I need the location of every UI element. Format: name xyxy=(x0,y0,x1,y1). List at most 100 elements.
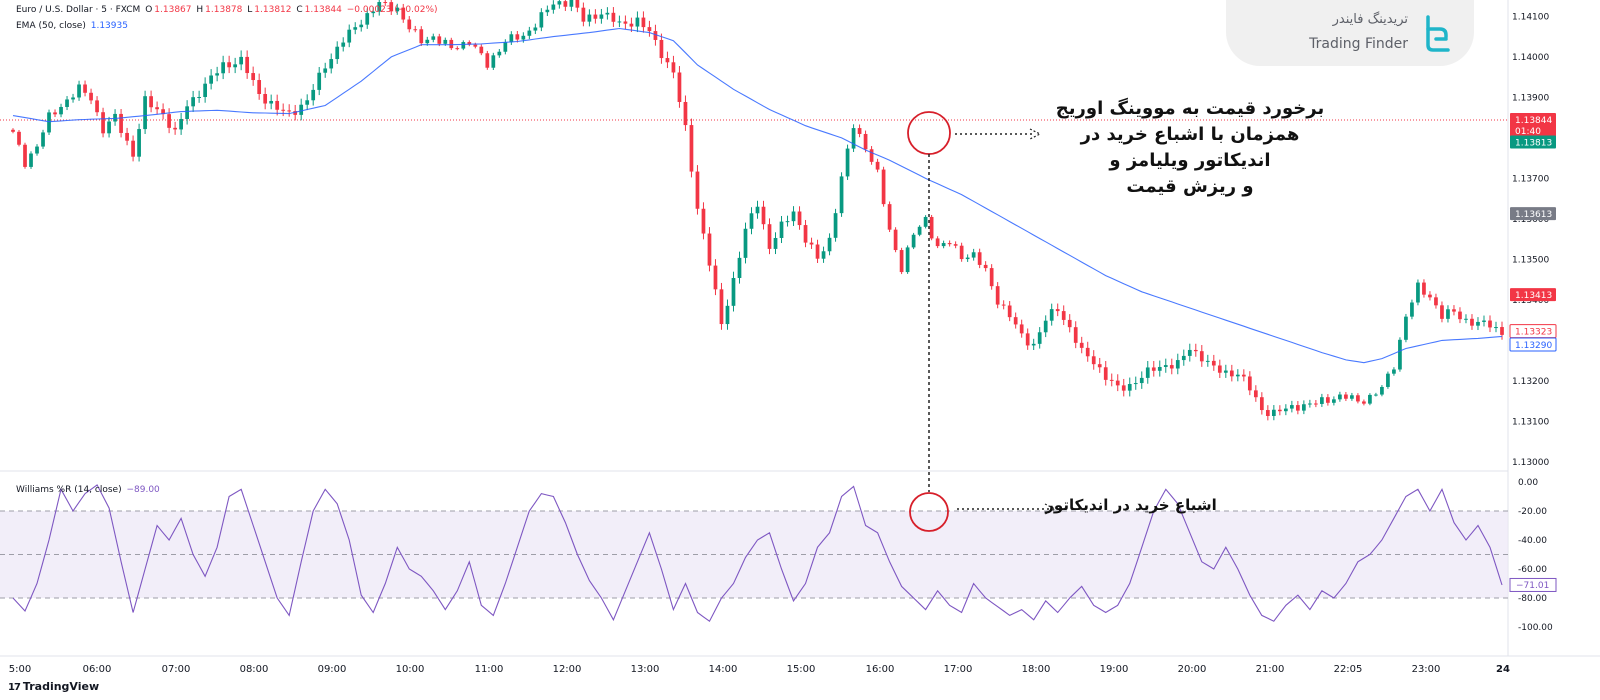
candle-body xyxy=(389,2,394,12)
candle-body xyxy=(1217,365,1222,373)
candle-body xyxy=(665,58,670,63)
candle-body xyxy=(1488,320,1492,328)
williams-tick-label: -80.00 xyxy=(1518,594,1547,604)
candle-body xyxy=(83,84,87,93)
candle-body xyxy=(779,221,784,238)
grid xyxy=(0,0,1600,657)
high-label: H xyxy=(196,5,204,15)
candle-body xyxy=(1073,327,1078,343)
candle-body xyxy=(1446,309,1450,319)
candle-body xyxy=(1085,347,1090,357)
candle-body xyxy=(1163,365,1168,367)
candle-body xyxy=(725,305,730,325)
williams-tick-label: -60.00 xyxy=(1518,565,1547,575)
candle-body xyxy=(281,109,286,111)
candle-body xyxy=(485,53,490,68)
candle-body xyxy=(1181,355,1186,361)
candle-body xyxy=(659,39,664,59)
candle-body xyxy=(17,131,21,145)
candle-body xyxy=(95,100,99,113)
candle-body xyxy=(1121,385,1126,391)
candle-body xyxy=(371,11,376,14)
candle-body xyxy=(203,83,207,98)
candle-body xyxy=(143,96,147,130)
candle-body xyxy=(1001,304,1006,306)
candle-body xyxy=(959,245,964,260)
candle-body xyxy=(491,55,496,68)
candle-body xyxy=(1289,405,1294,409)
change-value: −0.00023 (−0.02%) xyxy=(346,5,438,15)
candle-body xyxy=(65,99,69,107)
candle-body xyxy=(749,213,754,229)
candle-body xyxy=(695,171,700,209)
candle-body xyxy=(581,7,586,22)
candle-body xyxy=(101,112,105,134)
candle-body xyxy=(215,73,219,76)
candle-body xyxy=(1157,366,1162,371)
high-value: 1.13878 xyxy=(205,5,243,15)
candle-body xyxy=(1277,409,1282,412)
time-tick-label: 06:00 xyxy=(83,664,112,675)
candle-body xyxy=(1145,367,1150,378)
axes: 1.141001.140001.139001.138001.137001.136… xyxy=(9,12,1557,675)
williams-value: −89.00 xyxy=(126,485,160,495)
candle-body xyxy=(383,2,388,4)
candle-body xyxy=(89,92,93,101)
candle-body xyxy=(1271,409,1276,416)
candle-body xyxy=(635,17,640,27)
candle-body xyxy=(1386,373,1390,387)
candle-body xyxy=(983,264,988,269)
candle-body xyxy=(251,73,256,81)
candle-body xyxy=(1211,360,1216,366)
candle-body xyxy=(335,46,340,60)
williams-r-line xyxy=(12,484,1503,623)
candle-body xyxy=(245,56,250,74)
candle-body xyxy=(461,42,466,49)
candle-body xyxy=(641,17,646,28)
candle-body xyxy=(1434,297,1438,306)
candle-body xyxy=(617,21,622,23)
ema-line xyxy=(12,27,1503,364)
candle-body xyxy=(1007,305,1012,318)
candle-body xyxy=(599,14,604,19)
price-tick-label: 1.14100 xyxy=(1512,12,1549,22)
candle-body xyxy=(197,97,201,99)
price-tag-box xyxy=(1510,113,1556,138)
candle-body xyxy=(791,211,796,222)
candle-body xyxy=(455,48,460,50)
candle-body xyxy=(209,75,213,84)
candle-body xyxy=(125,132,129,141)
candle-body xyxy=(623,21,628,24)
candle-body xyxy=(1079,342,1084,348)
candle-body xyxy=(527,30,532,36)
close-label: C xyxy=(296,5,303,15)
candle-body xyxy=(557,1,562,5)
candle-body xyxy=(1458,311,1462,320)
candle-body xyxy=(1440,305,1444,319)
candle-body xyxy=(1055,309,1060,312)
ema-50-line xyxy=(12,27,1503,364)
candle-body xyxy=(803,225,808,243)
legend-main: Euro / U.S. Dollar · 5 · FXCM O 1.13867 H… xyxy=(16,5,440,15)
candle-body xyxy=(413,29,418,31)
candle-body xyxy=(965,257,970,260)
trading-finder-logo-icon xyxy=(1426,15,1450,52)
candle-body xyxy=(977,252,982,265)
candle-body xyxy=(1067,319,1072,328)
candle-body xyxy=(1187,349,1192,356)
candle-body xyxy=(1229,370,1234,377)
candle-body xyxy=(263,93,268,104)
time-tick-label: 16:00 xyxy=(866,664,895,675)
candle-body xyxy=(887,204,892,230)
candle-body xyxy=(425,39,430,44)
candle-body xyxy=(731,277,736,306)
candle-body xyxy=(707,233,712,266)
williams-tick-label: -20.00 xyxy=(1518,507,1547,517)
price-tick-label: 1.13700 xyxy=(1512,174,1549,184)
candle-body xyxy=(317,72,322,90)
time-tick-label: 17:00 xyxy=(944,664,973,675)
price-tag-value: 1.13413 xyxy=(1515,291,1552,301)
candle-body xyxy=(1344,394,1348,399)
candle-body xyxy=(971,252,976,258)
